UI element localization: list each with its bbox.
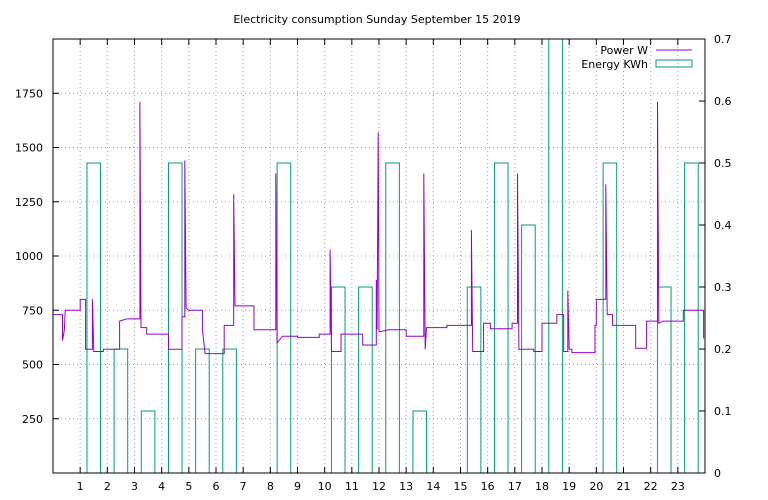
y-left-tick-label: 1750: [15, 87, 43, 100]
energy-box: [195, 348, 210, 474]
y-left-tick-label: 750: [22, 304, 43, 317]
y-left-tick-label: 1500: [15, 142, 43, 155]
y-right-tick-label: 0.4: [714, 219, 732, 232]
power-series: [53, 101, 705, 355]
energy-box: [684, 162, 699, 474]
x-tick-label: 22: [644, 480, 658, 493]
y-left-tick-label: 1000: [15, 250, 43, 263]
x-tick-label: 7: [240, 480, 247, 493]
energy-box: [493, 162, 509, 474]
energy-box: [330, 286, 346, 474]
x-tick-label: 20: [589, 480, 603, 493]
legend-label-power: Power W: [600, 44, 648, 57]
legend-swatch-energy: [655, 59, 693, 68]
energy-box: [602, 162, 618, 474]
y-right-tick-label: 0.5: [714, 157, 732, 170]
x-tick-label: 6: [213, 480, 220, 493]
x-tick-label: 16: [481, 480, 495, 493]
energy-box: [656, 286, 672, 474]
x-tick-label: 13: [399, 480, 413, 493]
y-right-tick-label: 0.6: [714, 95, 732, 108]
grid: [53, 39, 705, 473]
x-tick-label: 1: [77, 480, 84, 493]
energy-box: [358, 286, 373, 474]
x-tick-label: 14: [426, 480, 440, 493]
x-tick-label: 10: [318, 480, 332, 493]
x-tick-label: 17: [508, 480, 522, 493]
chart-title: Electricity consumption Sunday September…: [233, 13, 520, 26]
y-left-tick-label: 500: [22, 359, 43, 372]
y-right-tick-label: 0.7: [714, 33, 732, 46]
x-tick-label: 9: [294, 480, 301, 493]
x-tick-label: 21: [617, 480, 631, 493]
x-tick-label: 4: [158, 480, 165, 493]
x-tick-label: 3: [131, 480, 138, 493]
energy-box: [140, 410, 156, 474]
y-left-tick-label: 250: [22, 413, 43, 426]
x-tick-label: 2: [104, 480, 111, 493]
energy-box: [276, 162, 292, 474]
y-right-tick-label: 0.2: [714, 343, 732, 356]
energy-box: [548, 38, 563, 474]
power-line: [53, 101, 705, 355]
energy-box: [466, 286, 482, 474]
energy-box: [222, 348, 237, 474]
energy-box: [113, 348, 129, 474]
x-tick-label: 23: [671, 480, 685, 493]
x-tick-label: 5: [185, 480, 192, 493]
energy-box: [385, 162, 400, 474]
x-tick-label: 19: [562, 480, 576, 493]
y-left-tick-label: 1250: [15, 196, 43, 209]
y-right-tick-label: 0.1: [714, 405, 732, 418]
y-right-tick-label: 0: [714, 467, 721, 480]
energy-box: [167, 162, 183, 474]
x-tick-label: 8: [267, 480, 274, 493]
energy-box: [412, 410, 428, 474]
axis-ticks: 1 2 3 4 5 6 7 8 9 10 11 12 13 14 15 16 17 18 19 20 21 22 23250…: [15, 33, 732, 493]
x-tick-label: 12: [372, 480, 386, 493]
x-tick-label: 18: [535, 480, 549, 493]
x-tick-label: 15: [454, 480, 468, 493]
energy-box: [86, 162, 102, 474]
x-tick-label: 11: [345, 480, 359, 493]
legend-label-energy: Energy KWh: [581, 58, 648, 71]
y-right-tick-label: 0.3: [714, 281, 732, 294]
